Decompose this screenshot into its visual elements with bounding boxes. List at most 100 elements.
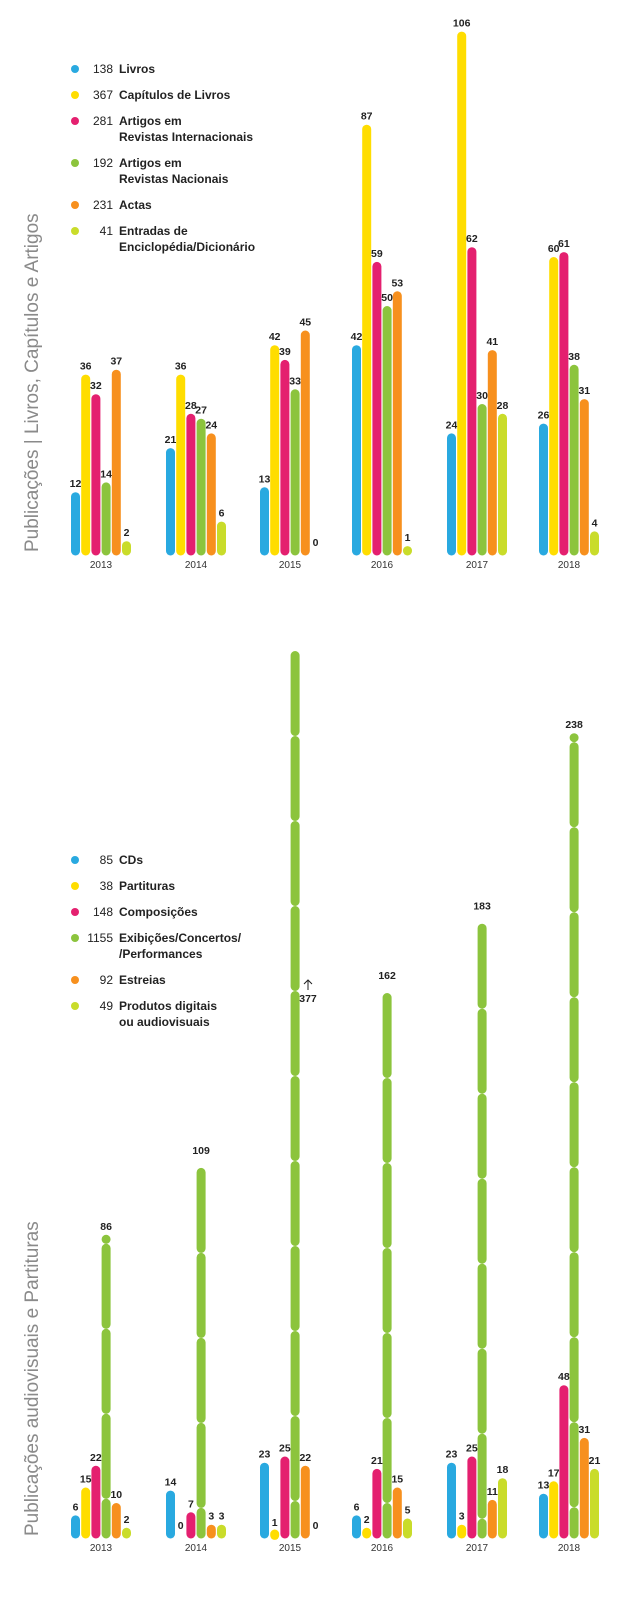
data-label-produtos-digitais-ou-audiovisuais-2015: 0 (313, 1520, 319, 1532)
legend-label: Estreias (119, 973, 166, 987)
chart-livros-capitulos-artigos: Publicações | Livros, Capítulos e Artigo… (22, 18, 599, 572)
data-label-artigos-em-revistas-internacionais-2015: 39 (279, 346, 291, 358)
x-tick-2013: 2013 (90, 1543, 113, 1554)
data-label-exibicoes-concertos-performances-2018: 238 (565, 719, 583, 731)
legend-value: 148 (93, 905, 113, 919)
legend-label: Revistas Internacionais (119, 130, 253, 144)
data-label-artigos-em-revistas-nacionais-2018: 38 (568, 351, 580, 363)
legend-label: Revistas Nacionais (119, 172, 229, 186)
legend-item-artigos-em-revistas-nacionais: 192 Artigos em Revistas Nacionais (71, 156, 229, 186)
legend-label: Capítulos de Livros (119, 88, 231, 102)
data-label-partituras-2015: 1 (272, 1517, 278, 1529)
data-label-produtos-digitais-ou-audiovisuais-2018: 21 (589, 1455, 601, 1467)
x-tick-2017: 2017 (466, 560, 489, 571)
legend-value: 281 (93, 114, 113, 128)
legend-item-artigos-em-revistas-internacionais: 281 Artigos em Revistas Internacionais (71, 114, 253, 144)
data-label-composicoes-2014: 7 (188, 1498, 194, 1510)
data-label-livros-2013: 12 (70, 478, 82, 490)
data-label-partituras-2013: 15 (80, 1474, 92, 1486)
legend-dot (71, 65, 79, 73)
data-label-livros-2014: 21 (165, 434, 177, 446)
legend-dot (71, 227, 79, 235)
data-label-composicoes-2013: 22 (90, 1452, 102, 1464)
data-label-exibicoes-concertos-performances-2016: 162 (378, 970, 396, 982)
data-label-artigos-em-revistas-nacionais-2016: 50 (381, 292, 393, 304)
legend-label: Enciclopédia/Dicionário (119, 240, 255, 254)
legend-label: ou audiovisuais (119, 1015, 210, 1029)
legend-label: Artigos em (119, 114, 182, 128)
data-label-exibicoes-concertos-performances-2013: 86 (100, 1221, 112, 1233)
chart-title: Publicações | Livros, Capítulos e Artigo… (22, 213, 43, 552)
data-label-actas-2014: 24 (205, 419, 217, 431)
data-label-estreias-2018: 31 (578, 1424, 590, 1436)
data-label-actas-2017: 41 (486, 336, 498, 348)
data-label-cds-2016: 6 (354, 1501, 360, 1513)
data-label-entradas-de-enciclopedia-dicionario-2018: 4 (592, 517, 598, 529)
data-label-actas-2015: 45 (299, 317, 311, 329)
data-label-composicoes-2015: 25 (279, 1443, 291, 1455)
x-tick-2018: 2018 (558, 560, 581, 571)
plot-area: 1236321437220132136282724620141342393345… (70, 18, 599, 572)
year-group-2017: 24 106 62 30 41 28 2017 (446, 18, 509, 571)
year-group-2015: 23 1 25 377 22 0 2015 (259, 642, 319, 1554)
data-label-partituras-2017: 3 (459, 1511, 465, 1523)
data-label-partituras-2018: 17 (548, 1467, 560, 1479)
data-label-artigos-em-revistas-nacionais-2015: 33 (289, 375, 301, 387)
legend-dot (71, 91, 79, 99)
data-label-estreias-2017: 11 (487, 1486, 498, 1498)
legend-label: Composições (119, 905, 198, 919)
legend-label: Entradas de (119, 224, 188, 238)
data-label-estreias-2015: 22 (299, 1452, 311, 1464)
arrow-up-icon (303, 979, 313, 990)
legend-label: CDs (119, 853, 143, 867)
data-label-estreias-2016: 15 (391, 1474, 403, 1486)
legend-dot (71, 1002, 79, 1010)
data-label-cds-2014: 14 (165, 1477, 177, 1489)
year-group-2014: 14 07 109 3 3 2014 (165, 1145, 226, 1554)
year-group-2013: 12 36 32 14 37 2 2013 (70, 356, 131, 571)
data-label-entradas-de-enciclopedia-dicionario-2016: 1 (405, 532, 411, 544)
chart-title: Publicações audiovisuais e Partituras (22, 1221, 43, 1536)
data-label-cds-2015: 23 (259, 1449, 271, 1461)
data-label-cds-2018: 13 (538, 1480, 550, 1492)
data-label-actas-2013: 37 (110, 356, 122, 368)
data-label-estreias-2014: 3 (208, 1511, 214, 1523)
data-label-capitulos-de-livros-2017: 106 (453, 18, 471, 30)
data-label-estreias-2013: 10 (110, 1489, 122, 1501)
x-tick-2016: 2016 (371, 1543, 394, 1554)
data-label-cds-2013: 6 (73, 1501, 79, 1513)
x-tick-2018: 2018 (558, 1543, 581, 1554)
data-label-livros-2018: 26 (538, 410, 550, 422)
year-group-2015: 13 42 39 33 45 0 2015 (259, 317, 319, 572)
legend-item-composicoes: 148 Composições (71, 905, 198, 919)
legend-item-livros: 138 Livros (71, 62, 155, 76)
data-label-exibicoes-concertos-performances-2017: 183 (473, 901, 491, 913)
data-label-artigos-em-revistas-nacionais-2014: 27 (195, 405, 207, 417)
legend-value: 1155 (87, 931, 113, 945)
x-tick-2015: 2015 (279, 560, 302, 571)
data-label-artigos-em-revistas-internacionais-2017: 62 (466, 233, 478, 245)
legend-label: Exibições/Concertos/ (119, 931, 242, 945)
data-label-artigos-em-revistas-internacionais-2016: 59 (371, 248, 383, 260)
data-label-livros-2016: 42 (351, 331, 363, 343)
data-label-artigos-em-revistas-internacionais-2018: 61 (558, 238, 570, 250)
data-label-cds-2017: 23 (446, 1449, 458, 1461)
data-label-artigos-em-revistas-nacionais-2013: 14 (100, 468, 112, 480)
data-label-capitulos-de-livros-2013: 36 (80, 361, 92, 373)
legend-label: Livros (119, 62, 155, 76)
data-label-artigos-em-revistas-internacionais-2014: 28 (185, 400, 197, 412)
legend-value: 192 (93, 156, 113, 170)
legend-dot (71, 159, 79, 167)
chart-publicacoes-audiovisuais: Publicações audiovisuais e Partituras 85… (22, 642, 601, 1554)
legend: 138 Livros 367 Capítulos de Livros 281 Artigo… (71, 62, 255, 254)
legend-dot (71, 976, 79, 984)
legend-label: Artigos em (119, 156, 182, 170)
legend-value: 138 (93, 62, 113, 76)
data-label-partituras-2014: 0 (178, 1520, 184, 1532)
legend-item-partituras: 38 Partituras (71, 879, 175, 893)
legend-value: 85 (100, 853, 114, 867)
legend-item-capitulos-de-livros: 367 Capítulos de Livros (71, 88, 231, 102)
